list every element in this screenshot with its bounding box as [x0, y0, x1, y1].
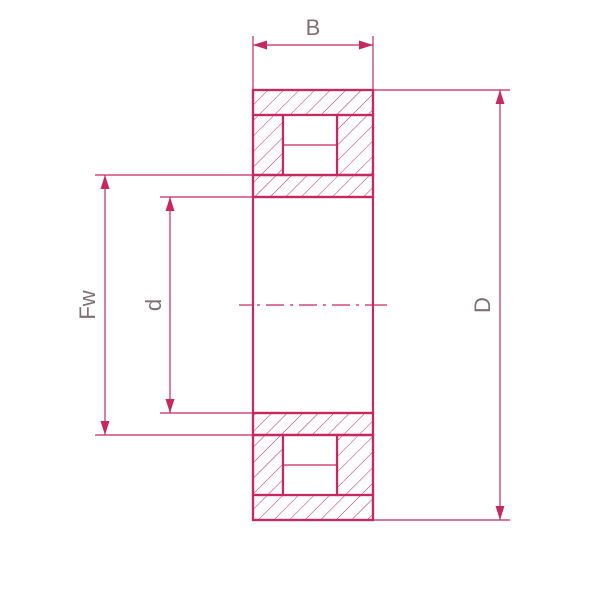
outer-race-bot-right — [337, 435, 373, 495]
dim-Fw-label: Fw — [75, 290, 100, 319]
outer-race-bot-left — [253, 435, 283, 495]
outer-race-top-strip — [253, 90, 373, 115]
inner-race-bot — [253, 413, 373, 435]
outer-race-top-right — [337, 115, 373, 175]
bearing-diagram: B Dd Fw — [0, 0, 600, 600]
dim-B-label: B — [306, 15, 321, 40]
dim-d-label: d — [141, 299, 166, 311]
inner-race-top — [253, 175, 373, 197]
dim-D-label: D — [470, 297, 495, 313]
outer-race-top-left — [253, 115, 283, 175]
outer-race-bot-strip — [253, 495, 373, 520]
